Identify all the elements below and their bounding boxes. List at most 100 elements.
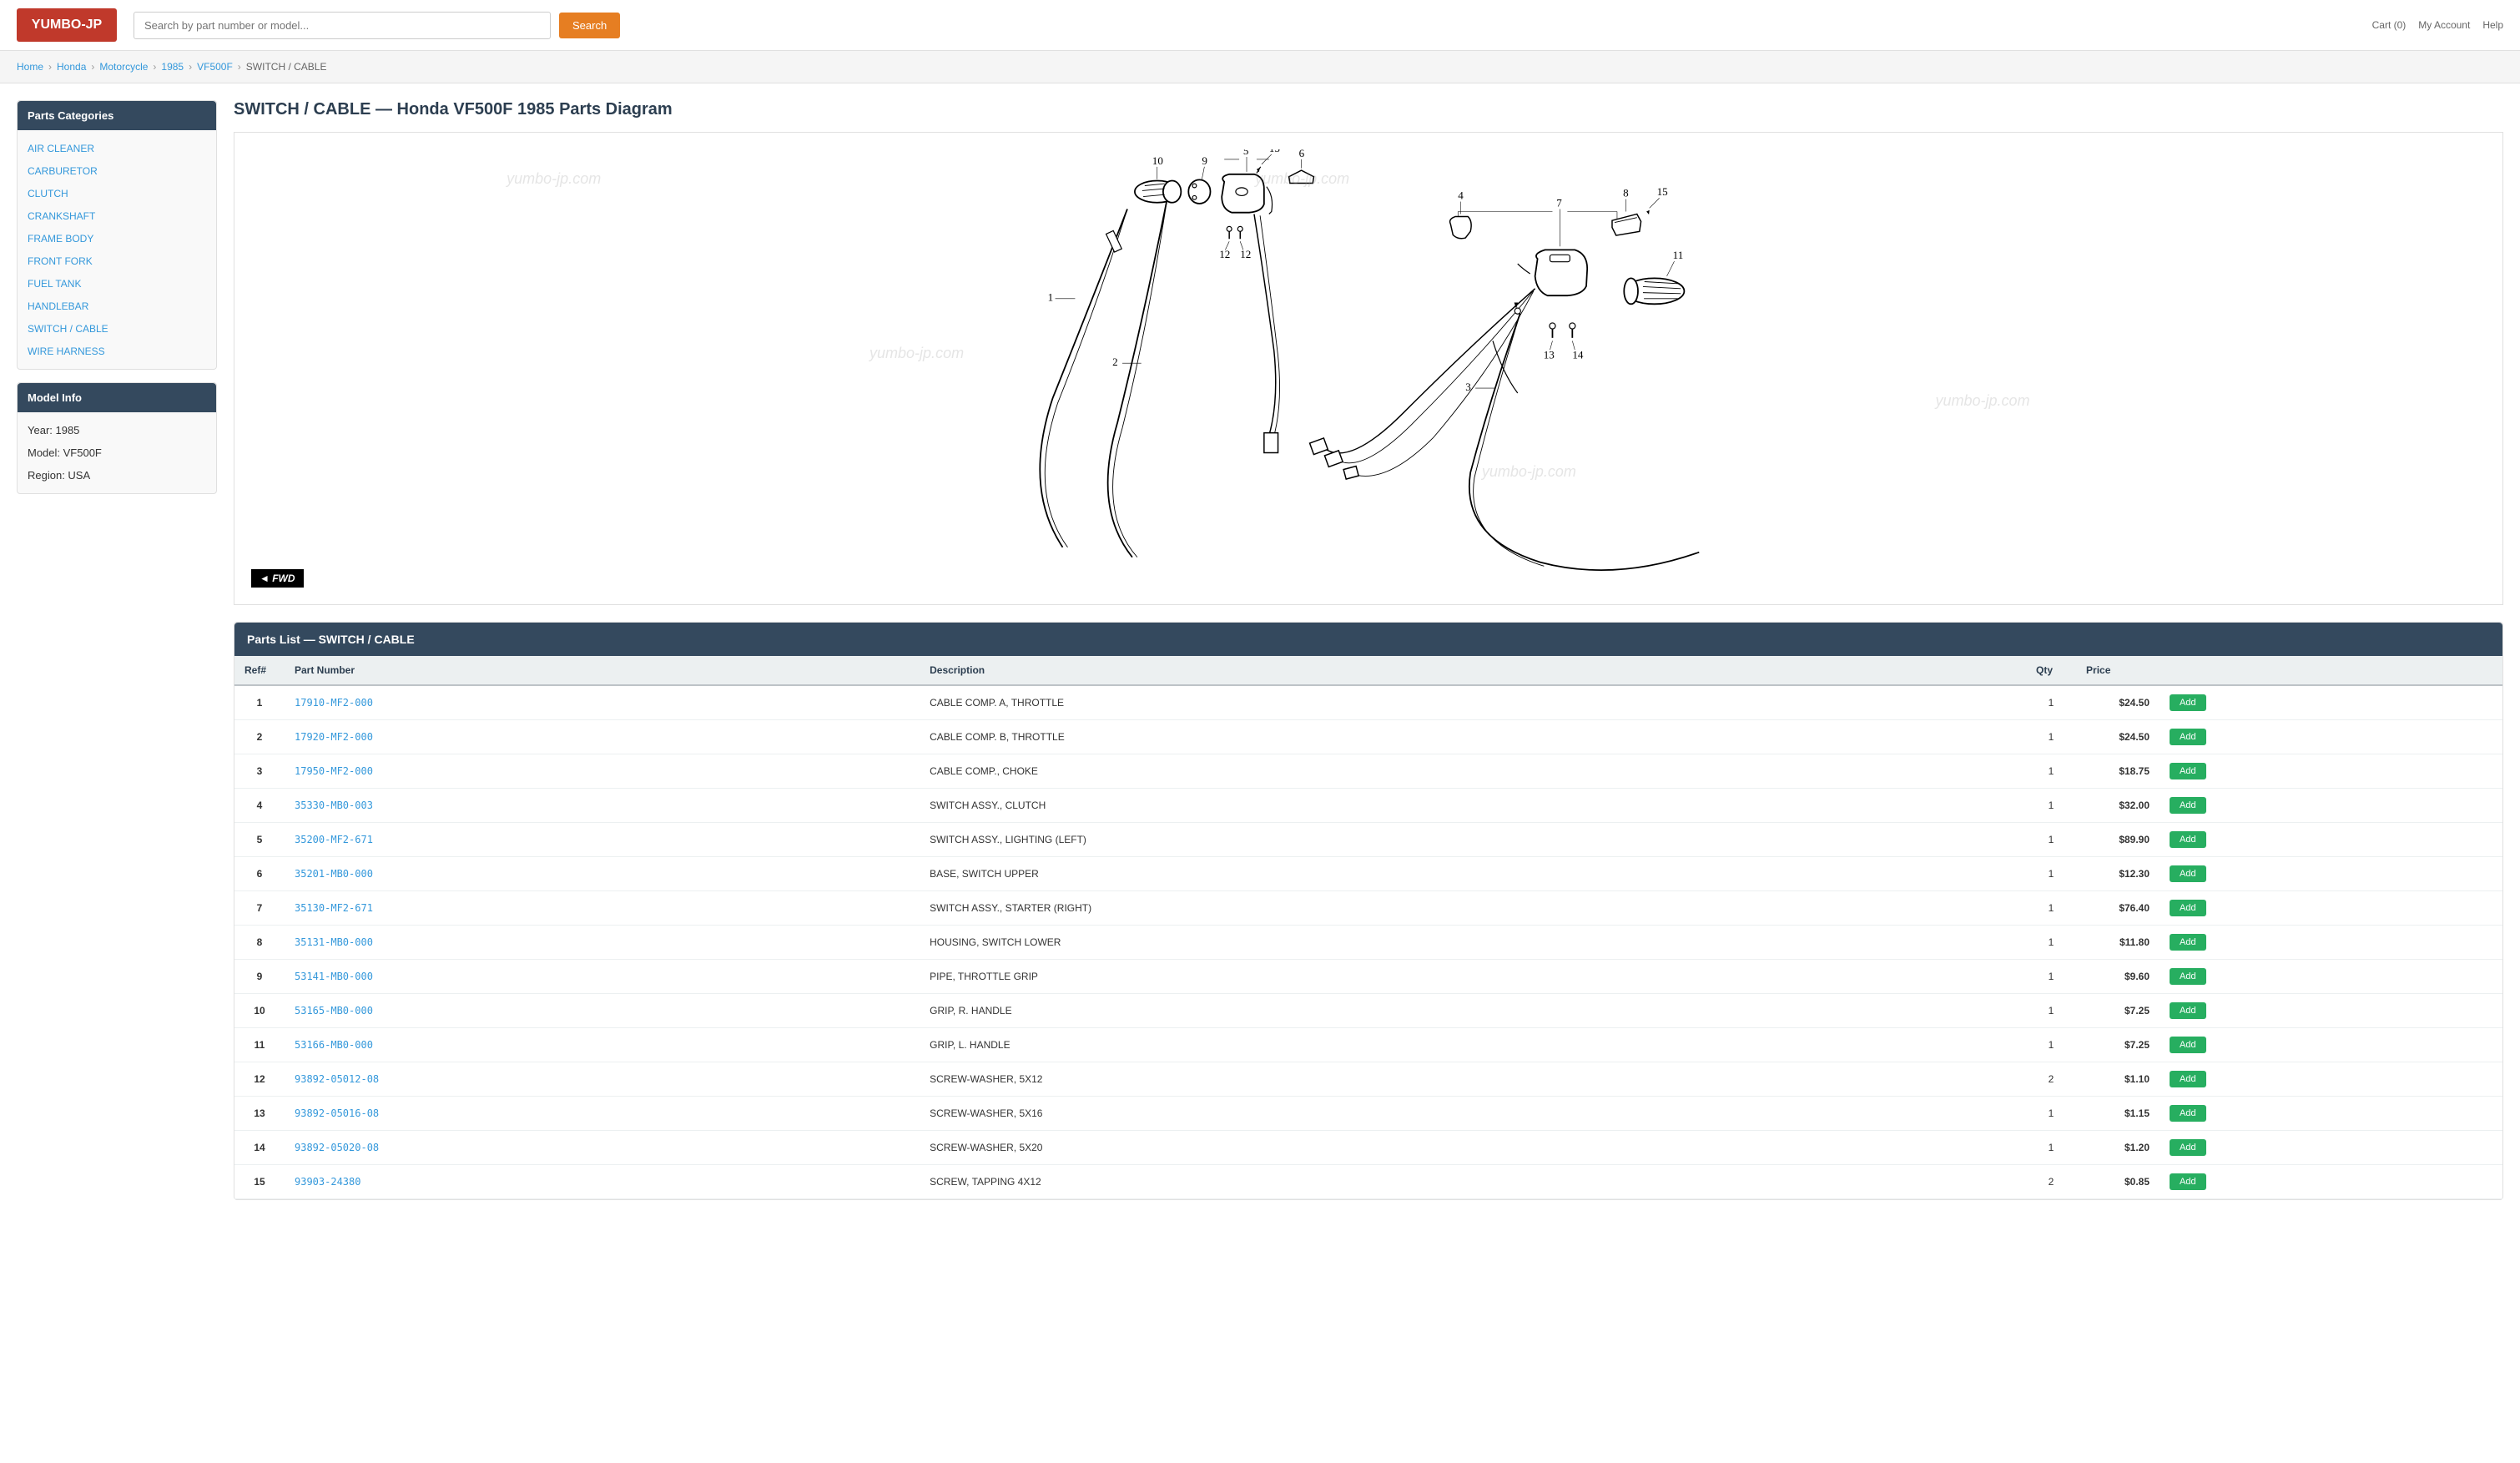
price-cell: $89.90 — [2076, 823, 2160, 857]
category-link[interactable]: CRANKSHAFT — [28, 210, 95, 222]
part-number[interactable]: 17910-MF2-000 — [295, 697, 373, 709]
ref-cell: 9 — [234, 960, 285, 994]
description-cell: GRIP, R. HANDLE — [920, 994, 2026, 1028]
add-to-cart-button[interactable]: Add — [2170, 934, 2206, 951]
add-to-cart-button[interactable]: Add — [2170, 1037, 2206, 1053]
clutch-switch: 4 — [1450, 189, 1472, 239]
site-logo[interactable]: YUMBO-JP — [17, 8, 117, 42]
part-number[interactable]: 93892-05020-08 — [295, 1142, 379, 1153]
main-container: Parts Categories AIR CLEANERCARBURETORCL… — [0, 83, 2520, 1217]
part-number[interactable]: 93892-05016-08 — [295, 1107, 379, 1119]
add-to-cart-button[interactable]: Add — [2170, 1139, 2206, 1156]
part-number[interactable]: 35200-MF2-671 — [295, 834, 373, 845]
page-title: SWITCH / CABLE — Honda VF500F 1985 Parts… — [234, 100, 2503, 119]
part-number-cell: 93892-05012-08 — [285, 1062, 920, 1097]
category-link[interactable]: SWITCH / CABLE — [28, 323, 108, 335]
category-link[interactable]: AIR CLEANER — [28, 143, 94, 154]
switch-base-6: 6 — [1289, 149, 1314, 184]
ref-cell: 3 — [234, 754, 285, 789]
add-to-cart-button[interactable]: Add — [2170, 1002, 2206, 1019]
price-cell: $7.25 — [2076, 994, 2160, 1028]
add-to-cart-button[interactable]: Add — [2170, 865, 2206, 882]
header-links: Cart (0) My Account Help — [2372, 19, 2503, 31]
help-link[interactable]: Help — [2482, 19, 2503, 31]
category-link[interactable]: FRAME BODY — [28, 233, 93, 245]
sidebar-item: SWITCH / CABLE — [18, 317, 216, 340]
add-to-cart-button[interactable]: Add — [2170, 797, 2206, 814]
part-number[interactable]: 17950-MF2-000 — [295, 765, 373, 777]
svg-text:2: 2 — [1112, 356, 1118, 368]
sidebar-item: CARBURETOR — [18, 159, 216, 182]
part-number-cell: 17920-MF2-000 — [285, 720, 920, 754]
search-button[interactable]: Search — [559, 13, 620, 38]
category-link[interactable]: CLUTCH — [28, 188, 68, 199]
part-number[interactable]: 35201-MB0-000 — [295, 868, 373, 880]
breadcrumb-sep: › — [153, 61, 156, 73]
add-to-cart-button[interactable]: Add — [2170, 1173, 2206, 1190]
description-cell: SCREW-WASHER, 5X16 — [920, 1097, 2026, 1131]
breadcrumb-item[interactable]: VF500F — [197, 61, 233, 73]
add-to-cart-button[interactable]: Add — [2170, 763, 2206, 779]
table-row: 1153166-MB0-000GRIP, L. HANDLE1$7.25Add — [234, 1028, 2502, 1062]
throttle-pipe: 9 — [1188, 154, 1210, 204]
add-to-cart-button[interactable]: Add — [2170, 1105, 2206, 1122]
part-number[interactable]: 35130-MF2-671 — [295, 902, 373, 914]
add-to-cart-button[interactable]: Add — [2170, 729, 2206, 745]
breadcrumb-item[interactable]: Motorcycle — [99, 61, 148, 73]
qty-cell: 1 — [2026, 1131, 2076, 1165]
price-cell: $1.10 — [2076, 1062, 2160, 1097]
add-to-cart-button[interactable]: Add — [2170, 900, 2206, 916]
table-row: 735130-MF2-671SWITCH ASSY., STARTER (RIG… — [234, 891, 2502, 926]
part-number[interactable]: 53165-MB0-000 — [295, 1005, 373, 1017]
description-cell: CABLE COMP. B, THROTTLE — [920, 720, 2026, 754]
parts-table-title: Parts List — SWITCH / CABLE — [234, 623, 2502, 656]
svg-text:11: 11 — [1673, 249, 1684, 261]
breadcrumb-sep: › — [91, 61, 94, 73]
qty-cell: 1 — [2026, 857, 2076, 891]
add-to-cart-button[interactable]: Add — [2170, 694, 2206, 711]
table-header-cell: Description — [920, 656, 2026, 685]
part-number[interactable]: 53141-MB0-000 — [295, 971, 373, 982]
part-number[interactable]: 93903-24380 — [295, 1176, 360, 1188]
price-cell: $11.80 — [2076, 926, 2160, 960]
add-to-cart-button[interactable]: Add — [2170, 831, 2206, 848]
description-cell: SCREW-WASHER, 5X20 — [920, 1131, 2026, 1165]
part-number[interactable]: 53166-MB0-000 — [295, 1039, 373, 1051]
table-row: 1293892-05012-08SCREW-WASHER, 5X122$1.10… — [234, 1062, 2502, 1097]
search-input[interactable] — [134, 12, 551, 39]
breadcrumb-item[interactable]: Honda — [57, 61, 86, 73]
breadcrumb-sep: › — [189, 61, 192, 73]
cable-2: 2 — [1108, 199, 1167, 557]
part-number[interactable]: 93892-05012-08 — [295, 1073, 379, 1085]
account-link[interactable]: My Account — [2418, 19, 2470, 31]
qty-cell: 1 — [2026, 720, 2076, 754]
action-cell: Add — [2160, 1131, 2502, 1165]
svg-text:10: 10 — [1152, 154, 1164, 167]
part-number[interactable]: 35131-MB0-000 — [295, 936, 373, 948]
part-number-cell: 17950-MF2-000 — [285, 754, 920, 789]
categories-section: Parts Categories AIR CLEANERCARBURETORCL… — [17, 100, 217, 370]
action-cell: Add — [2160, 823, 2502, 857]
cart-link[interactable]: Cart (0) — [2372, 19, 2407, 31]
table-row: 953141-MB0-000PIPE, THROTTLE GRIP1$9.60A… — [234, 960, 2502, 994]
breadcrumb-item[interactable]: 1985 — [161, 61, 184, 73]
add-to-cart-button[interactable]: Add — [2170, 968, 2206, 985]
ref-cell: 7 — [234, 891, 285, 926]
category-link[interactable]: WIRE HARNESS — [28, 346, 105, 357]
category-link[interactable]: CARBURETOR — [28, 165, 98, 177]
category-link[interactable]: FUEL TANK — [28, 278, 81, 290]
add-to-cart-button[interactable]: Add — [2170, 1071, 2206, 1087]
breadcrumb-item[interactable]: Home — [17, 61, 43, 73]
part-number[interactable]: 35330-MB0-003 — [295, 800, 373, 811]
category-link[interactable]: FRONT FORK — [28, 255, 93, 267]
svg-text:6: 6 — [1299, 149, 1305, 159]
fwd-label: FWD — [272, 573, 295, 584]
watermark: yumbo-jp.com — [507, 170, 601, 188]
category-link[interactable]: HANDLEBAR — [28, 300, 88, 312]
action-cell: Add — [2160, 891, 2502, 926]
categories-list: AIR CLEANER CARBURETOR CLUTCH CRANKSHAFT FRA… — [18, 130, 216, 369]
diagram-container: 1 2 10 — [234, 132, 2503, 605]
ref-cell: 14 — [234, 1131, 285, 1165]
part-number[interactable]: 17920-MF2-000 — [295, 731, 373, 743]
info-list: Year: 1985Model: VF500FRegion: USA — [18, 412, 216, 493]
